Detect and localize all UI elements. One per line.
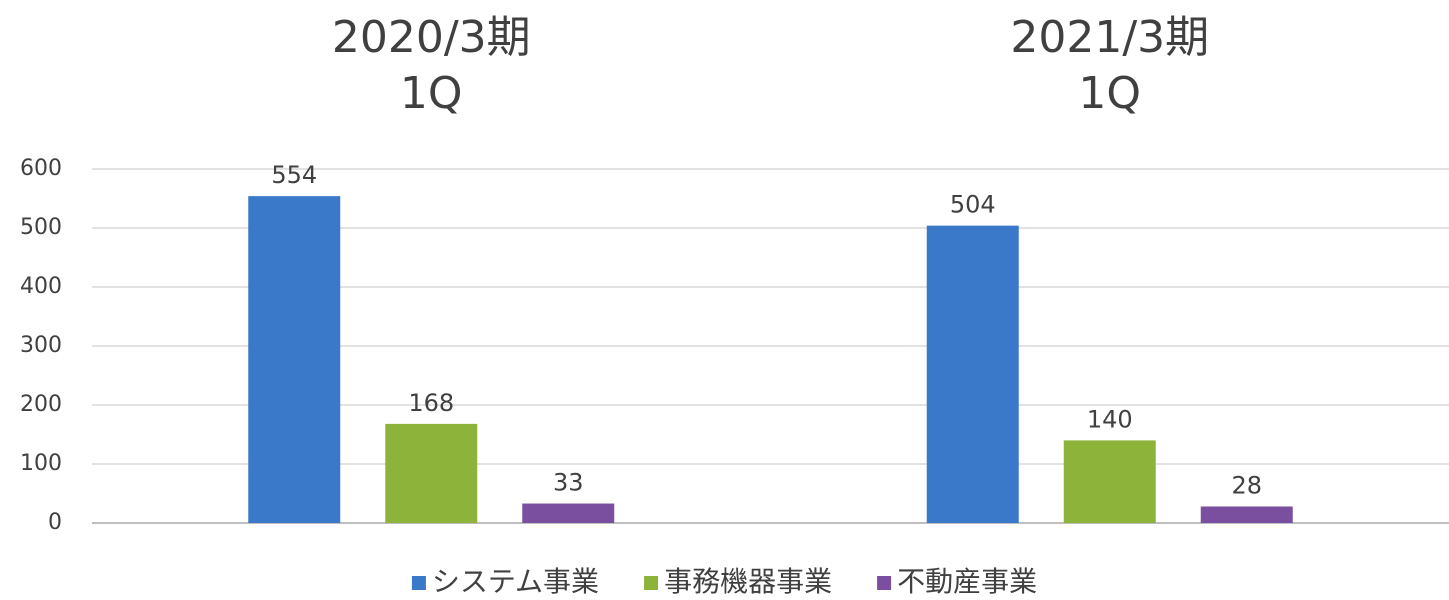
- category-label: 2021/3期 1Q: [1010, 12, 1210, 119]
- bar: [1200, 506, 1293, 523]
- y-tick-label: 100: [20, 451, 62, 476]
- y-tick-label: 400: [20, 274, 62, 299]
- bar: [522, 503, 615, 523]
- legend-swatch: [877, 576, 892, 590]
- y-tick-label: 200: [20, 392, 62, 417]
- data-label: 33: [553, 469, 584, 497]
- bar: [385, 423, 478, 523]
- data-label: 168: [408, 389, 454, 417]
- legend-label: 事務機器事業: [664, 565, 832, 598]
- y-tick-label: 300: [20, 333, 62, 358]
- bar: [1063, 440, 1156, 523]
- legend-label: システム事業: [432, 565, 599, 598]
- data-label: 554: [271, 161, 317, 189]
- legend-label: 不動産事業: [897, 565, 1037, 598]
- data-label: 140: [1087, 405, 1133, 433]
- legend-swatch: [411, 576, 426, 590]
- y-tick-label: 500: [20, 215, 62, 240]
- y-tick-label: 0: [48, 510, 62, 535]
- legend-swatch: [644, 576, 659, 590]
- bar: [926, 225, 1019, 523]
- data-label: 28: [1231, 471, 1262, 499]
- data-label: 504: [950, 191, 996, 219]
- y-tick-label: 600: [20, 156, 62, 181]
- category-label: 2020/3期 1Q: [331, 12, 531, 119]
- bar: [248, 196, 341, 523]
